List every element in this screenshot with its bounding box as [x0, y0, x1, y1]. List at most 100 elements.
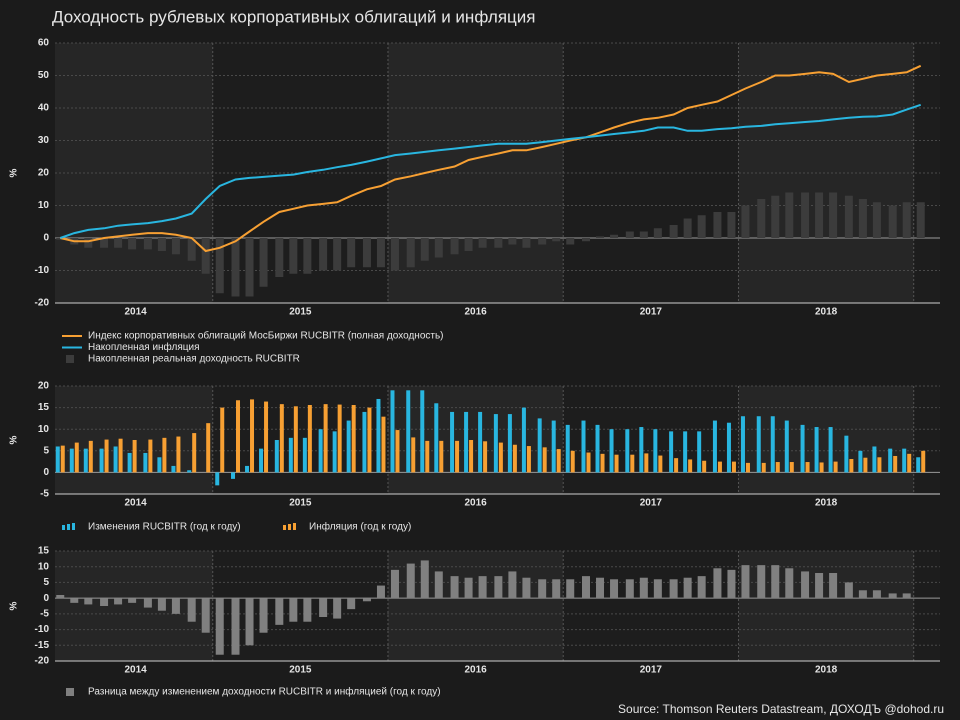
- bar: [498, 442, 503, 473]
- bar: [439, 440, 444, 473]
- bar: [756, 416, 761, 473]
- bar: [740, 416, 745, 473]
- x-tick-label: 2015: [289, 665, 312, 676]
- bar: [872, 590, 881, 599]
- bar: [551, 420, 556, 473]
- y-axis-label: %: [9, 435, 20, 444]
- bar: [512, 444, 517, 473]
- bar: [717, 461, 722, 473]
- bar: [893, 455, 898, 473]
- bar: [494, 576, 503, 599]
- bar: [582, 576, 590, 599]
- legend-swatch: [72, 523, 75, 530]
- y-tick-label: -15: [35, 640, 50, 651]
- bar: [264, 401, 269, 473]
- bar: [288, 437, 293, 473]
- bar: [351, 405, 356, 473]
- bar: [302, 437, 307, 473]
- legend-swatch: [283, 525, 286, 530]
- bar: [464, 238, 473, 251]
- bar: [493, 414, 498, 473]
- bar: [697, 431, 702, 473]
- y-tick-label: 40: [38, 103, 50, 114]
- bar: [538, 579, 547, 599]
- bar: [337, 404, 342, 473]
- bar: [888, 205, 897, 238]
- bar: [653, 429, 658, 473]
- bar: [478, 411, 483, 473]
- bar: [187, 470, 192, 473]
- bar: [231, 238, 240, 297]
- y-tick-label: -5: [40, 489, 49, 500]
- bar: [508, 571, 517, 599]
- bar: [434, 403, 439, 473]
- bar: [815, 573, 824, 599]
- x-tick-label: 2017: [640, 498, 663, 509]
- bar: [785, 192, 794, 238]
- bar: [464, 411, 469, 473]
- x-tick-label: 2018: [815, 665, 838, 676]
- bar: [844, 435, 849, 473]
- legend-swatch: [293, 523, 296, 530]
- x-tick-label: 2014: [124, 307, 147, 318]
- bar: [644, 453, 649, 473]
- bar: [70, 598, 79, 603]
- legend-label: Инфляция (год к году): [309, 521, 411, 533]
- bar: [775, 462, 780, 473]
- bar: [829, 573, 838, 599]
- bar: [347, 238, 356, 268]
- bar: [609, 429, 614, 473]
- bar: [420, 390, 425, 473]
- bar: [381, 416, 386, 473]
- bar: [902, 593, 911, 599]
- bar: [362, 411, 367, 473]
- bar: [582, 238, 590, 242]
- bar: [727, 569, 736, 599]
- year-band: [913, 551, 940, 661]
- bar: [259, 238, 268, 287]
- legend-label: Накопленная инфляция: [88, 341, 200, 353]
- bar: [60, 445, 65, 473]
- bar: [420, 238, 429, 261]
- bar: [390, 390, 395, 473]
- bar: [157, 238, 166, 251]
- y-tick-label: 10: [38, 200, 50, 211]
- year-band: [212, 386, 388, 494]
- bar: [376, 398, 381, 473]
- bar: [390, 238, 399, 271]
- bar: [483, 441, 488, 473]
- bar: [907, 453, 912, 473]
- bar: [858, 450, 863, 473]
- bar: [215, 472, 220, 486]
- bar: [469, 440, 474, 473]
- bar: [83, 448, 88, 473]
- legend-swatch: [288, 524, 291, 530]
- bar: [118, 438, 123, 473]
- bar: [215, 238, 224, 294]
- bar: [916, 202, 925, 238]
- x-tick-label: 2016: [464, 498, 487, 509]
- bar: [858, 590, 867, 599]
- bar: [114, 238, 123, 248]
- bar: [726, 422, 731, 473]
- bar: [478, 238, 487, 248]
- bar: [801, 571, 810, 599]
- bar: [697, 215, 706, 238]
- bar: [888, 593, 897, 599]
- legend-swatch: [66, 355, 74, 363]
- bar: [653, 228, 662, 238]
- bar: [367, 407, 372, 473]
- bar: [552, 579, 561, 599]
- bar: [712, 420, 717, 473]
- bar: [332, 431, 337, 473]
- bar: [201, 238, 210, 274]
- x-tick-label: 2016: [464, 307, 487, 318]
- bar: [420, 560, 429, 599]
- x-tick-label: 2014: [124, 498, 147, 509]
- x-tick-label: 2014: [124, 665, 147, 676]
- bar: [346, 420, 351, 473]
- bar: [630, 454, 635, 473]
- bar: [713, 568, 722, 599]
- bar: [877, 457, 882, 473]
